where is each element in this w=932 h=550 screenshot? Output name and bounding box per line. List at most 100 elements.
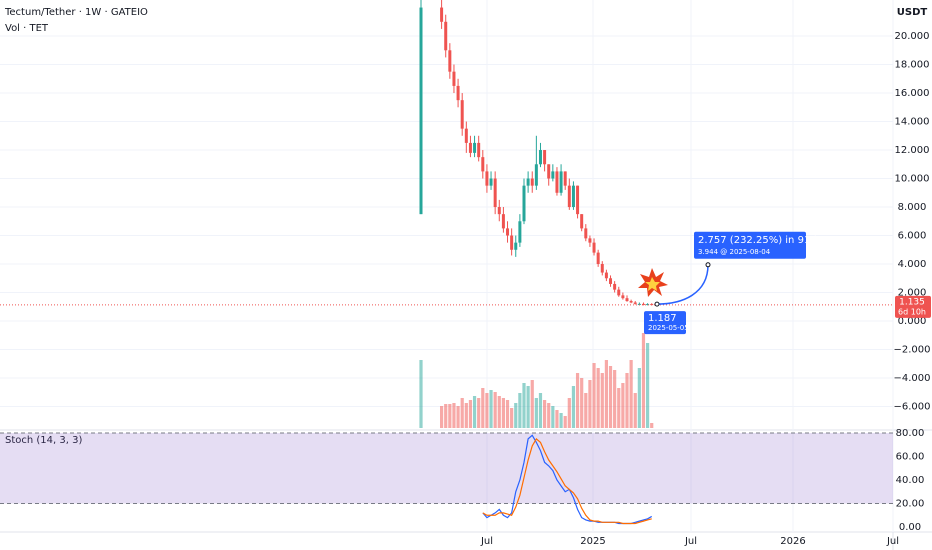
candle-body	[501, 214, 505, 229]
candle-body	[456, 85, 460, 101]
volume-bar	[637, 368, 641, 428]
volume-bar	[575, 373, 580, 428]
candle-body	[617, 289, 621, 296]
candle-body	[576, 185, 580, 215]
explosion-core	[645, 277, 660, 291]
volume-bar	[514, 403, 518, 428]
candle-body	[547, 164, 551, 179]
volume-bar	[530, 380, 534, 428]
volume-bar	[448, 404, 452, 428]
volume-bar	[452, 403, 456, 428]
candle-body	[485, 171, 489, 186]
y-tick-label: −6.000	[893, 401, 930, 412]
volume-bar	[551, 406, 555, 428]
volume-bar	[419, 360, 423, 428]
y-tick-label: 0.000	[898, 316, 927, 327]
volume-bar	[633, 393, 637, 428]
candle-body	[596, 252, 600, 265]
candle-body	[580, 214, 584, 229]
volume-bar	[510, 408, 514, 428]
volume-bar	[613, 370, 617, 428]
y-tick-label: 20.000	[895, 31, 930, 42]
volume-bar	[472, 396, 477, 428]
y-tick-label: −4.000	[893, 373, 930, 384]
volume-bar	[641, 333, 646, 428]
y-tick-label: 80.00	[896, 428, 925, 439]
end-headline: 2.757 (232.25%) in 91d	[698, 235, 817, 246]
y-tick-label: 20.00	[896, 499, 925, 510]
candle-body	[444, 21, 448, 51]
candle-body	[555, 171, 559, 193]
volume-bar	[477, 398, 481, 428]
volume-bar	[571, 386, 576, 428]
candle-body	[534, 164, 538, 186]
end-label-box	[694, 231, 806, 259]
volume-bar	[538, 393, 543, 428]
end-detail: 3.944 @ 2025-08-04	[698, 248, 771, 256]
volume-bar	[501, 398, 505, 428]
volume-bar	[580, 378, 584, 428]
y-tick-label: 6.000	[898, 231, 927, 242]
projection-curve	[656, 264, 709, 305]
candle-body	[530, 178, 534, 186]
y-tick-label: 10.000	[895, 174, 930, 185]
candle-body	[464, 128, 468, 143]
candle-body	[629, 301, 633, 303]
candle-body	[592, 242, 596, 253]
stoch-title: Stoch (14, 3, 3)	[5, 435, 82, 446]
volume-bar	[522, 383, 526, 428]
y-tick-label: 40.00	[896, 475, 925, 486]
candle-body	[518, 221, 522, 243]
candle-body	[563, 171, 567, 186]
candle-body	[604, 272, 608, 279]
volume-bar	[493, 392, 497, 428]
volume-bar	[534, 398, 538, 428]
candle-body	[538, 150, 542, 165]
volume-bar	[625, 373, 629, 428]
y-tick-label: 0.00	[899, 522, 921, 533]
start-date: 2025-05-05	[648, 324, 689, 332]
volume-bar	[526, 386, 530, 428]
volume-bar	[604, 360, 608, 428]
y-tick-label: 16.000	[895, 88, 930, 99]
start-value: 1.187	[648, 313, 677, 324]
volume-bar	[600, 373, 604, 428]
candle-body	[522, 185, 526, 222]
start-label-box	[644, 311, 686, 335]
candle-body	[452, 71, 456, 86]
chart-title: Tectum/Tether · 1W · GATEIO	[4, 7, 148, 18]
y-tick-label: 14.000	[895, 117, 930, 128]
candle-body	[584, 228, 588, 239]
volume-bar	[543, 400, 547, 428]
candle-body	[514, 242, 518, 250]
volume-bar	[650, 423, 654, 428]
stoch-band	[0, 433, 893, 504]
volume-bar	[563, 416, 567, 428]
y-tick-label: 2.000	[898, 288, 927, 299]
candle-body	[468, 142, 472, 153]
volume-bar	[464, 403, 468, 428]
candle-body	[625, 298, 629, 302]
volume-bar	[518, 393, 522, 428]
candle-body	[641, 303, 645, 305]
candle-body	[571, 185, 575, 208]
volume-bar	[468, 400, 473, 428]
x-tick-label: Jul	[684, 536, 697, 547]
volume-bar	[440, 406, 444, 428]
volume-bar	[444, 404, 448, 428]
volume-bar	[592, 363, 596, 428]
volume-bar	[505, 400, 510, 428]
candle-body	[477, 142, 481, 158]
candle-body	[551, 171, 555, 179]
candle-body	[646, 304, 650, 306]
x-tick-label: Jul	[886, 536, 899, 547]
volume-bar	[621, 383, 625, 428]
candle-body	[460, 100, 464, 129]
x-tick-label: Jul	[480, 536, 493, 547]
candle-body	[633, 302, 637, 304]
last-price-box	[895, 295, 931, 318]
y-tick-label: 60.00	[896, 452, 925, 463]
y-tick-label: 8.000	[898, 202, 927, 213]
candle-body	[559, 171, 563, 193]
y-tick-label: 12.000	[895, 145, 930, 156]
